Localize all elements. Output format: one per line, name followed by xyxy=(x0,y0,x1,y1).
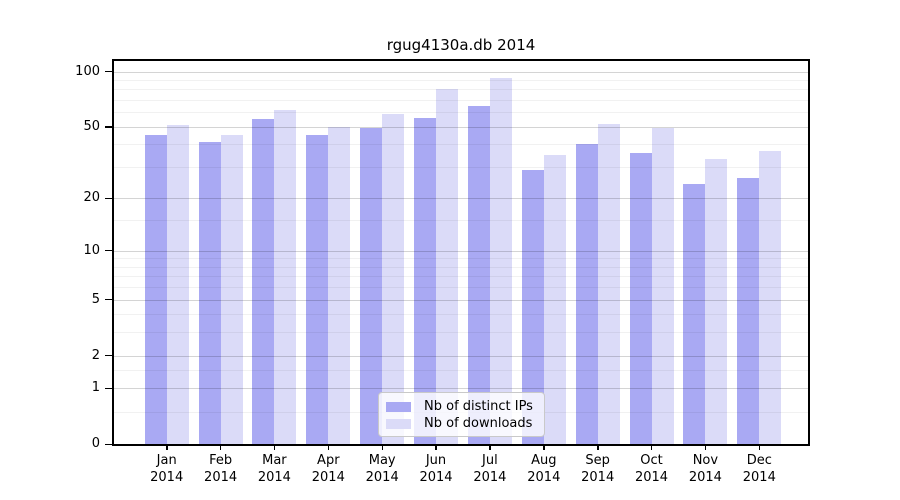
x-tick-mark xyxy=(219,446,222,450)
x-tick-mark xyxy=(327,446,330,450)
gridline-minor xyxy=(114,79,808,81)
y-tick-mark xyxy=(105,126,112,128)
x-tick-mark xyxy=(650,446,653,450)
bar-distinct-ips-feb xyxy=(198,142,221,444)
bar-distinct-ips-mar xyxy=(252,119,275,444)
gridline-minor xyxy=(114,100,808,101)
y-tick-mark xyxy=(105,298,112,301)
legend-swatch-downloads xyxy=(386,418,411,429)
gridline-minor xyxy=(114,370,808,372)
x-tick-label-aug: Aug 2014 xyxy=(527,453,561,485)
bar-downloads-mar xyxy=(274,109,297,444)
x-tick-label-nov: Nov 2014 xyxy=(688,453,722,485)
x-tick-mark xyxy=(704,446,707,450)
bar-downloads-dec xyxy=(759,150,782,444)
gridline-major xyxy=(114,126,808,128)
x-tick-label-mar: Mar 2014 xyxy=(257,453,291,485)
bar-distinct-ips-aug xyxy=(521,169,544,444)
x-tick-mark xyxy=(543,446,545,450)
bar-distinct-ips-jul xyxy=(467,105,490,444)
x-tick-label-jan: Jan 2014 xyxy=(150,453,184,485)
gridline-major xyxy=(114,198,808,200)
bar-distinct-ips-jan xyxy=(144,135,167,444)
bar-downloads-jun xyxy=(436,89,458,444)
y-tick-mark xyxy=(105,354,112,357)
y-tick-label: 10 xyxy=(83,242,100,258)
x-tick-label-jun: Jun 2014 xyxy=(419,453,453,485)
x-tick-label-feb: Feb 2014 xyxy=(204,453,238,485)
bar-downloads-apr xyxy=(328,126,351,444)
bar-distinct-ips-oct xyxy=(629,152,652,444)
y-tick-mark xyxy=(105,443,112,446)
x-tick-mark xyxy=(597,446,599,450)
x-tick-label-apr: Apr 2014 xyxy=(311,453,345,485)
x-tick-mark xyxy=(758,446,761,450)
bar-distinct-ips-dec xyxy=(737,178,760,444)
gridline-minor xyxy=(114,332,808,334)
gridline-minor xyxy=(114,258,808,260)
gridline-minor xyxy=(114,112,808,114)
y-tick-label: 100 xyxy=(75,63,100,79)
bar-downloads-nov xyxy=(705,159,728,444)
gridline-major xyxy=(114,250,808,252)
bar-downloads-sep xyxy=(597,123,620,444)
y-tick-mark xyxy=(105,249,112,252)
gridline-minor xyxy=(114,314,808,316)
x-tick-mark xyxy=(381,446,383,450)
bar-distinct-ips-sep xyxy=(575,144,598,444)
y-tick-label: 1 xyxy=(91,380,100,396)
gridline-minor xyxy=(114,220,808,222)
gridline-minor xyxy=(114,266,808,268)
gridline-minor xyxy=(114,166,808,168)
bar-downloads-jan xyxy=(166,125,189,444)
x-tick-mark xyxy=(166,446,168,450)
x-tick-mark xyxy=(435,446,437,450)
x-tick-label-oct: Oct 2014 xyxy=(634,453,669,485)
y-tick-label: 2 xyxy=(91,347,100,363)
x-tick-label-may: May 2014 xyxy=(365,453,399,485)
bar-distinct-ips-may xyxy=(360,128,383,444)
gridline-major xyxy=(114,71,808,73)
legend: Nb of distinct IPs Nb of downloads xyxy=(378,392,545,437)
bar-distinct-ips-nov xyxy=(683,184,706,444)
gridline-major xyxy=(114,299,808,301)
y-tick-label: 50 xyxy=(83,118,100,134)
gridline-minor xyxy=(114,144,808,146)
bar-downloads-may xyxy=(382,113,405,444)
legend-label-downloads: Nb of downloads xyxy=(424,416,533,431)
legend-swatch-distinct-ips xyxy=(386,401,411,412)
legend-item-downloads: Nb of downloads xyxy=(386,415,544,432)
legend-label-distinct-ips: Nb of distinct IPs xyxy=(424,399,533,414)
plot-area xyxy=(112,59,810,446)
y-tick-mark xyxy=(105,70,112,73)
bar-downloads-aug xyxy=(543,154,566,444)
bar-downloads-oct xyxy=(651,128,674,444)
legend-item-distinct-ips: Nb of distinct IPs xyxy=(386,398,544,415)
y-tick-mark xyxy=(105,197,112,200)
y-tick-label: 20 xyxy=(83,190,100,206)
x-tick-mark xyxy=(273,446,276,450)
y-tick-label: 0 xyxy=(91,436,100,452)
x-tick-label-dec: Dec 2014 xyxy=(742,453,776,485)
bar-distinct-ips-apr xyxy=(306,135,329,444)
x-tick-mark xyxy=(489,446,491,450)
gridline-minor xyxy=(114,89,808,91)
y-tick-label: 5 xyxy=(91,291,100,307)
bar-downloads-jul xyxy=(489,78,512,444)
gridline-minor xyxy=(114,287,808,289)
gridline-major xyxy=(114,388,808,390)
gridline-major xyxy=(114,355,808,357)
x-tick-label-sep: Sep 2014 xyxy=(581,453,615,485)
y-tick-mark xyxy=(105,387,112,390)
chart-title: rgug4130a.db 2014 xyxy=(386,36,536,54)
bar-downloads-feb xyxy=(220,135,243,444)
x-tick-label-jul: Jul 2014 xyxy=(473,453,507,485)
bar-distinct-ips-jun xyxy=(414,117,436,444)
gridline-minor xyxy=(114,276,808,278)
